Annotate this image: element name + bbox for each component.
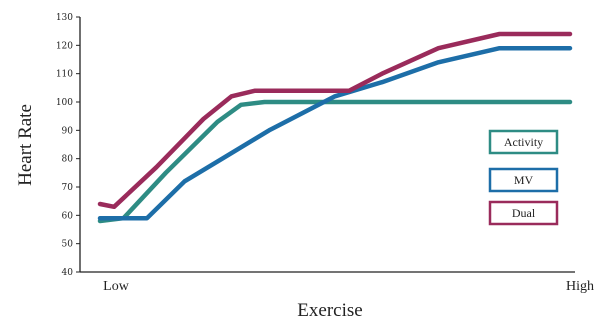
y-tick-label: 70 (62, 183, 74, 193)
y-axis-ticks: 40 50 60 70 80 90 100 110 120 130 (56, 13, 80, 278)
y-tick-label: 50 (62, 240, 74, 250)
y-tick-label: 60 (62, 211, 74, 221)
y-tick-label: 120 (56, 41, 73, 51)
x-label-high: High (566, 279, 594, 294)
legend-box-mv (488, 167, 559, 193)
series-layer (97, 31, 573, 224)
y-tick-label: 40 (62, 268, 74, 278)
y-tick-label: 110 (56, 70, 73, 80)
y-tick-label: 90 (62, 126, 74, 136)
series-line-dual (97, 31, 573, 210)
y-axis-title: Heart Rate (15, 104, 36, 186)
legend: Activity MV Dual (488, 129, 559, 226)
series-line-mv (97, 45, 573, 221)
legend-box-activity (488, 129, 559, 155)
legend-label-activity: Activity (504, 135, 543, 149)
x-label-low: Low (103, 279, 130, 294)
x-axis-title: Exercise (297, 300, 362, 321)
legend-label-mv: MV (514, 173, 534, 187)
legend-box-dual (488, 200, 559, 226)
legend-label-dual: Dual (512, 206, 536, 220)
y-tick-label: 80 (62, 155, 74, 165)
y-tick-label: 130 (56, 13, 73, 23)
y-tick-label: 100 (56, 98, 73, 108)
